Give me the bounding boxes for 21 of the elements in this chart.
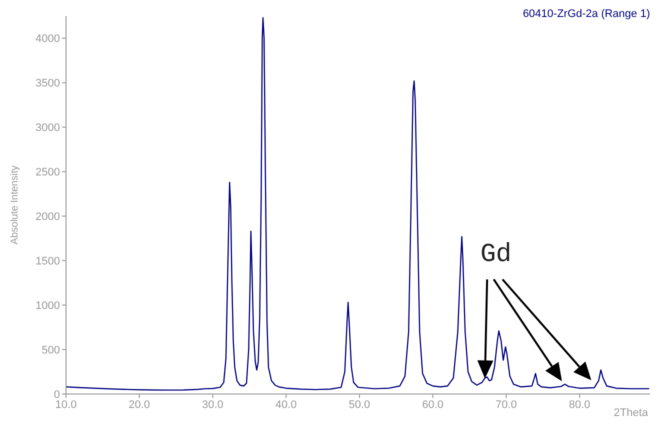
annotation: Gd bbox=[480, 239, 512, 270]
x-tick-label: 20.0 bbox=[128, 398, 150, 411]
x-tick-label: 70.0 bbox=[495, 398, 517, 411]
y-tick-label: 1000 bbox=[36, 300, 60, 312]
x-tick-label: 80.0 bbox=[568, 398, 590, 411]
y-tick-label: 3000 bbox=[36, 122, 60, 134]
x-tick-label: 10.0 bbox=[55, 398, 77, 411]
y-tick-label: 3500 bbox=[36, 78, 60, 90]
y-tick-label: 0 bbox=[54, 388, 60, 401]
x-tick-label: 30.0 bbox=[202, 398, 224, 411]
y-tick-label: 2500 bbox=[36, 166, 60, 179]
x-tick-label: 40.0 bbox=[275, 398, 297, 411]
x-axis-title: 2Theta bbox=[614, 407, 649, 419]
y-axis-title: Absolute Intensity bbox=[10, 166, 21, 244]
y-tick-label: 2000 bbox=[36, 211, 60, 224]
x-tick-label: 60.0 bbox=[422, 398, 444, 411]
text: 60410-ZrGd-2a (Range 1) bbox=[522, 8, 650, 20]
y-tick-label: 4000 bbox=[36, 33, 60, 46]
y-tick-label: 500 bbox=[42, 344, 60, 356]
x-tick-label: 50.0 bbox=[348, 398, 370, 411]
y-tick-label: 1500 bbox=[36, 255, 60, 268]
